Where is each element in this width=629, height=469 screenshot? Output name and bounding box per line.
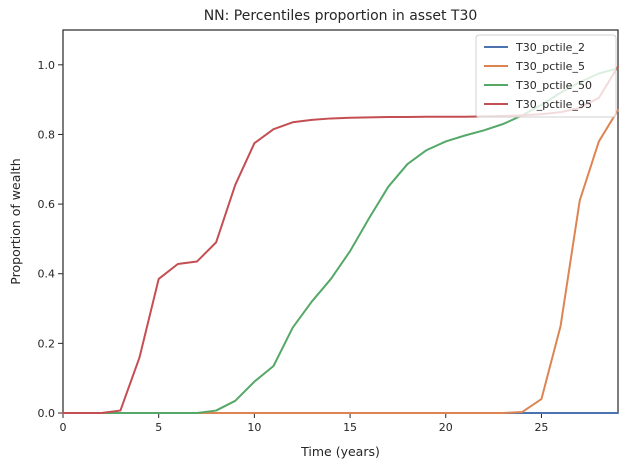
legend-label-T30_pctile_95: T30_pctile_95 xyxy=(515,98,592,111)
y-axis: 0.0 0.2 0.4 0.6 0.8 1.0 xyxy=(38,59,63,420)
legend-label-T30_pctile_5: T30_pctile_5 xyxy=(515,60,585,73)
x-axis-tick-label: 15 xyxy=(343,421,357,434)
legend: T30_pctile_2 T30_pctile_5 T30_pctile_50 T30… xyxy=(475,34,617,118)
y-axis-label: Proportion of wealth xyxy=(8,158,23,284)
y-axis-tick-label: 0.4 xyxy=(38,268,56,281)
x-axis-tick-label: 5 xyxy=(155,421,162,434)
legend-label-T30_pctile_50: T30_pctile_50 xyxy=(515,79,592,92)
x-axis: 0 5 10 15 20 25 xyxy=(60,413,548,434)
x-axis-tick-label: 25 xyxy=(534,421,548,434)
series-layer xyxy=(62,65,619,414)
series-line-T30_pctile_50 xyxy=(62,67,619,414)
x-axis-tick-label: 20 xyxy=(439,421,453,434)
x-axis-tick-label: 10 xyxy=(247,421,261,434)
x-axis-tick-label: 0 xyxy=(60,421,67,434)
x-axis-label: Time (years) xyxy=(300,444,380,459)
series-line-T30_pctile_5 xyxy=(62,109,619,414)
y-axis-tick-label: 1.0 xyxy=(38,59,56,72)
legend-label-T30_pctile_2: T30_pctile_2 xyxy=(515,41,585,54)
y-axis-tick-label: 0.2 xyxy=(38,337,56,350)
y-axis-tick-label: 0.0 xyxy=(38,407,56,420)
legend-box xyxy=(475,34,617,118)
y-axis-tick-label: 0.6 xyxy=(38,198,56,211)
y-axis-tick-label: 0.8 xyxy=(38,128,56,141)
chart-title: NN: Percentiles proportion in asset T30 xyxy=(204,8,478,24)
series-line-T30_pctile_95 xyxy=(62,65,619,414)
